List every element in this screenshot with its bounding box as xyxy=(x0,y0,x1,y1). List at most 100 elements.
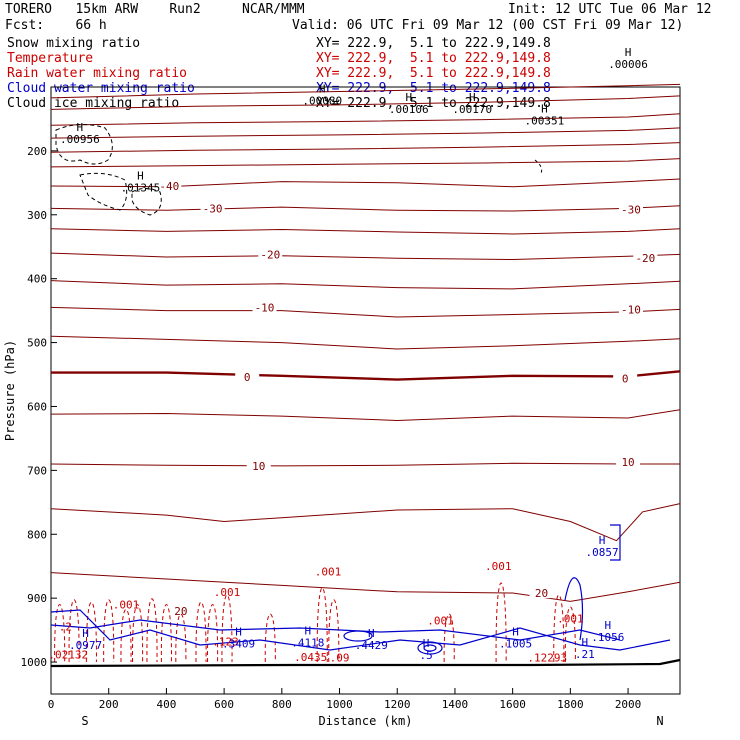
temperature-label-bg xyxy=(616,456,641,468)
rain-contour xyxy=(85,601,97,663)
temperature-contour xyxy=(50,572,681,602)
rain-label: .09 xyxy=(330,652,350,665)
cloud-water-max-marker: H xyxy=(235,626,242,639)
direction-south: S xyxy=(81,714,88,728)
temperature-contour xyxy=(50,113,681,126)
temperature-label: -30 xyxy=(203,202,223,215)
rain-contour xyxy=(160,604,172,663)
temperature-label-bg xyxy=(618,303,643,315)
legend-temperature-xy: XY= 222.9, 5.1 to 222.9,149.8 xyxy=(316,51,551,66)
temperature-label-bg xyxy=(529,587,554,599)
x-tick-label: 2000 xyxy=(615,698,642,711)
ice-max-label: .00106 xyxy=(389,103,429,116)
temperature-label: -10 xyxy=(255,301,275,314)
rain-label: .001 xyxy=(427,615,454,628)
rain-label: .001 xyxy=(214,586,241,599)
legend-temperature-label: Temperature xyxy=(7,51,94,66)
rain-label: .12293 xyxy=(527,652,567,665)
rain-contour xyxy=(553,594,565,663)
rain-contour xyxy=(103,599,115,663)
temperature-contour xyxy=(50,252,681,261)
temperature-contour xyxy=(50,83,681,99)
temperature-label: -10 xyxy=(621,303,641,316)
cloud-water-label: .1056 xyxy=(591,631,624,644)
temperature-label-bg xyxy=(168,604,193,616)
rain-contour xyxy=(132,604,144,663)
x-tick-label: 1000 xyxy=(326,698,353,711)
temperature-contour xyxy=(51,370,681,381)
temperature-label-bg xyxy=(613,372,638,384)
temperature-label-bg xyxy=(235,371,260,383)
y-tick-label: 1000 xyxy=(21,656,48,669)
x-tick-label: 800 xyxy=(272,698,292,711)
temperature-label-bg xyxy=(200,202,225,214)
rain-contour xyxy=(495,582,507,663)
cloud-water-contour xyxy=(610,524,621,561)
cloud-water-label: .5 xyxy=(419,649,432,662)
cloud-water-max-marker: H xyxy=(368,627,375,640)
cloud-water-contour xyxy=(417,641,443,655)
legend-cloud-ice-label: Cloud ice mixing ratio xyxy=(7,96,180,111)
header-fcst: Fcst: 66 h xyxy=(5,18,107,33)
temperature-label-bg xyxy=(618,203,643,215)
temperature-contour xyxy=(50,462,680,467)
temperature-label: -20 xyxy=(635,252,655,265)
ice-max-label: .00006 xyxy=(608,58,648,71)
cloud-water-max-marker: H xyxy=(423,637,430,650)
header-valid: Valid: 06 UTC Fri 09 Mar 12 (00 CST Fri … xyxy=(292,18,684,33)
rain-label: .001 xyxy=(315,565,342,578)
x-tick-label: 1400 xyxy=(442,698,469,711)
temperature-contour xyxy=(50,280,681,290)
rain-contour xyxy=(68,599,80,663)
cloud-water-label: .4429 xyxy=(355,639,388,652)
rain-label: .2 xyxy=(59,620,72,633)
cloud-water-max-marker: H xyxy=(82,627,89,640)
temperature-label: 20 xyxy=(535,587,548,600)
plot-frame xyxy=(50,86,681,695)
cloud-water-label: .0857 xyxy=(586,546,619,559)
temperature-label-bg xyxy=(157,180,182,192)
rain-contour xyxy=(120,609,132,663)
cloud-water-label: .21 xyxy=(575,648,595,661)
direction-north: N xyxy=(656,714,663,728)
header-model: TORERO 15km ARW Run2 xyxy=(5,2,201,17)
rain-contour xyxy=(175,613,187,663)
ice-max-marker: H xyxy=(137,169,144,182)
y-tick-label: 800 xyxy=(27,528,47,541)
rain-contour xyxy=(221,594,233,663)
cloud-water-label: .3409 xyxy=(222,638,255,651)
x-tick-label: 0 xyxy=(48,698,55,711)
ice-max-label: .00956 xyxy=(60,133,100,146)
legend-snow-label: Snow mixing ratio xyxy=(7,36,141,51)
ice-max-marker: H xyxy=(625,46,632,59)
rain-contour xyxy=(328,599,340,663)
y-tick-label: 600 xyxy=(27,400,47,413)
ice-contour xyxy=(131,188,162,216)
cloud-water-max-marker: H xyxy=(581,636,588,649)
temperature-label: -30 xyxy=(621,204,641,217)
cloud-water-contour xyxy=(423,644,437,652)
temperature-label-bg xyxy=(633,252,658,264)
temperature-contour xyxy=(50,205,681,212)
temperature-contour xyxy=(50,503,681,542)
rain-label: .0435 xyxy=(294,651,327,664)
ice-max-label: .01345 xyxy=(121,181,161,194)
temperature-contour xyxy=(50,158,681,168)
x-tick-label: 600 xyxy=(214,698,234,711)
cloud-water-label: .0977 xyxy=(69,639,102,652)
rain-label: .02132 xyxy=(48,648,88,661)
y-tick-label: 300 xyxy=(27,209,47,222)
temperature-label: 20 xyxy=(174,605,187,618)
ice-max-marker: H xyxy=(319,83,326,96)
cloud-water-max-marker: H xyxy=(512,626,519,639)
temperature-label-bg xyxy=(258,248,283,260)
rain-label: .001 xyxy=(113,599,140,612)
cloud-water-label: .1005 xyxy=(499,638,532,651)
ice-max-marker: H xyxy=(469,91,476,104)
rain-contour xyxy=(316,587,328,663)
x-tick-label: 1200 xyxy=(384,698,411,711)
temperature-label: 10 xyxy=(621,456,634,469)
ice-max-label: .00170 xyxy=(452,103,492,116)
rain-contour xyxy=(195,601,207,663)
